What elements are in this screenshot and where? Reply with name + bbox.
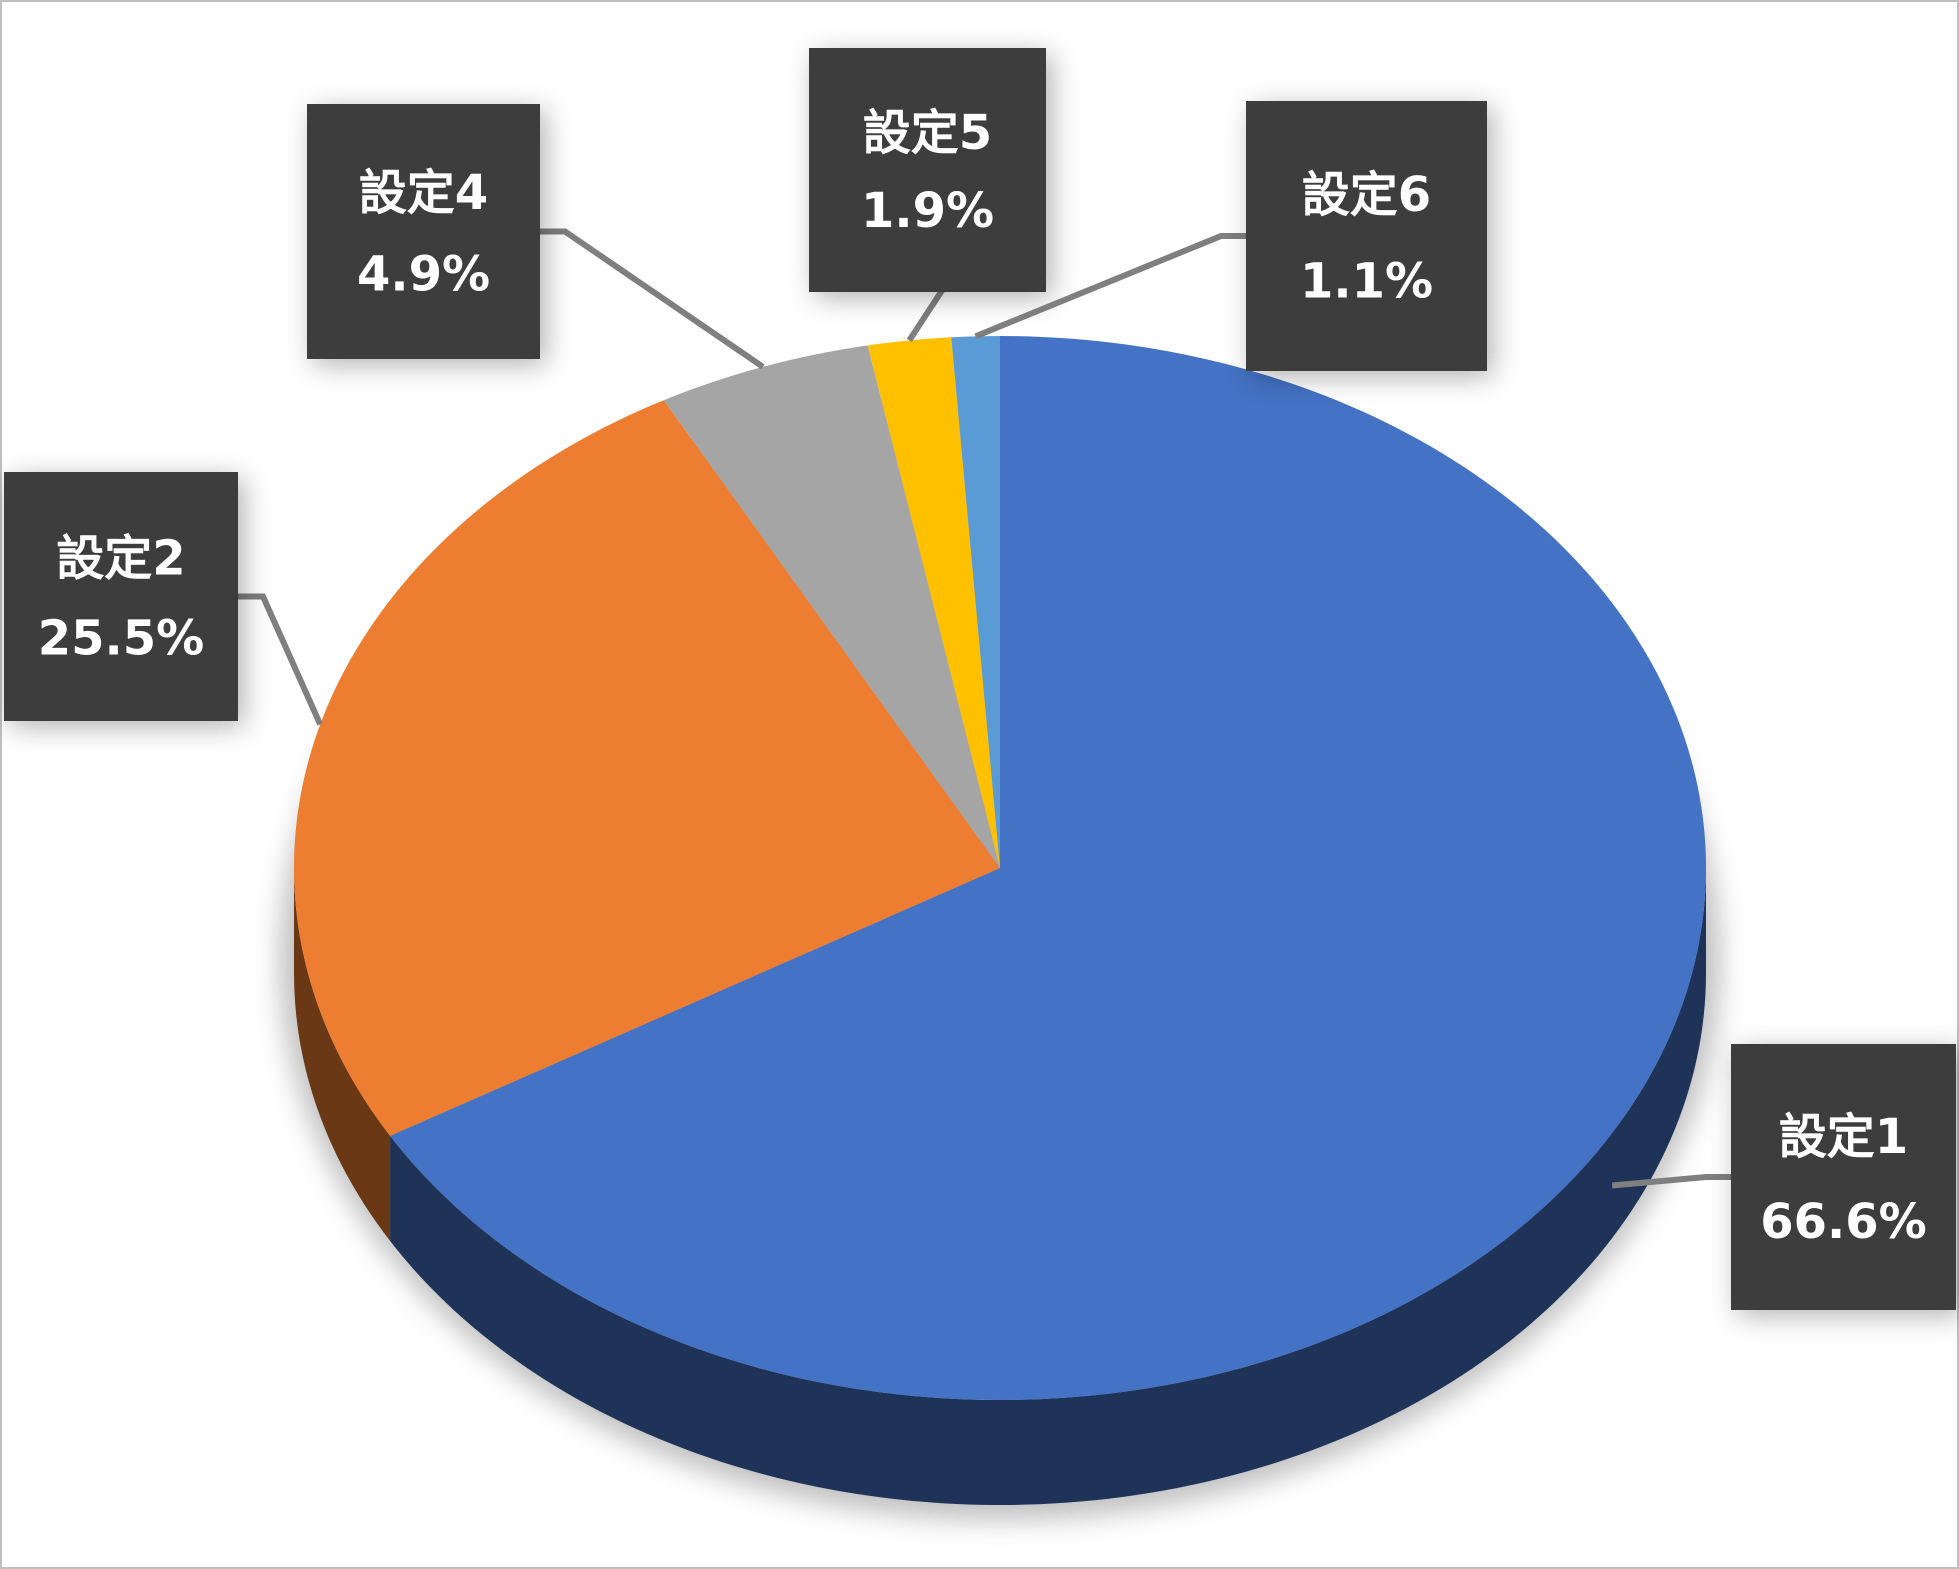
slice [294, 400, 1001, 1136]
label-value: 4.9% [357, 246, 490, 302]
leader-line [1611, 1174, 1731, 1189]
label-box [1246, 101, 1487, 371]
slice-side [390, 868, 1706, 1505]
slice [390, 336, 1706, 1400]
label-box [4, 472, 238, 721]
slice [951, 336, 1000, 868]
label-box [1731, 1044, 1956, 1310]
label-category: 設定6 [1302, 167, 1431, 223]
label-value: 1.9% [861, 183, 994, 239]
label-category: 設定1 [1779, 1109, 1908, 1165]
label-category: 設定2 [56, 531, 185, 587]
slice-side [294, 868, 391, 1241]
label-box [307, 104, 540, 359]
leader-line [974, 233, 1246, 340]
leader-line [540, 228, 765, 370]
label-category: 設定4 [359, 165, 488, 221]
label-value: 1.1% [1300, 254, 1433, 310]
label-value: 25.5% [38, 610, 205, 666]
leader-line [238, 593, 323, 726]
label-category: 設定5 [863, 105, 992, 161]
slice [663, 345, 1000, 868]
slice [867, 337, 1000, 868]
label-box [809, 48, 1046, 292]
label-value: 66.6% [1760, 1194, 1927, 1250]
